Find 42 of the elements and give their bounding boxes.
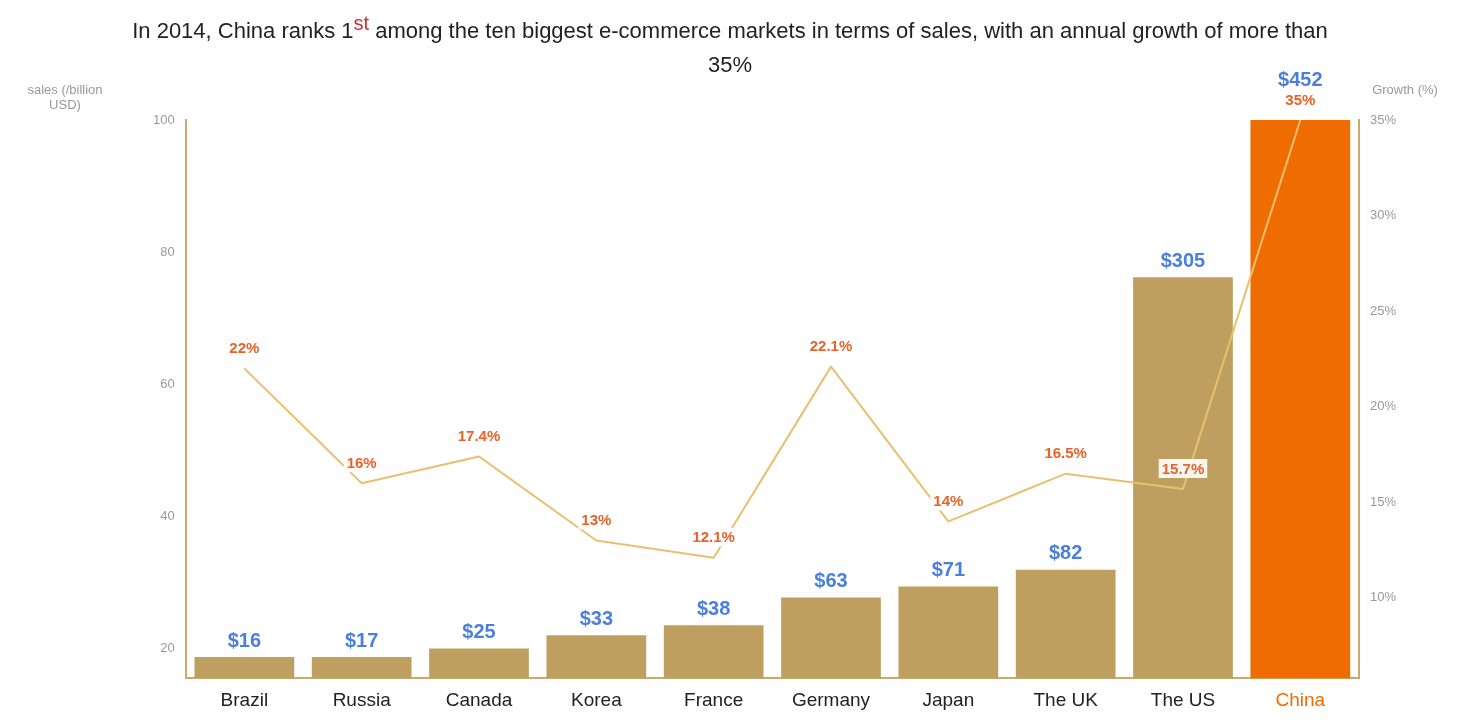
y-tick-label: 80 [160,243,175,259]
data-label: 22.1% [809,337,853,355]
x-tick-label: Korea [570,688,623,710]
y2-tick-label: 35% [1369,111,1397,127]
annotation: $63 [814,569,848,592]
y-axis-title: sales (/billion USD) [26,82,104,112]
data-label: 13% [581,511,612,529]
y2-tick-label: 15% [1369,493,1397,509]
y2-tick-label: 20% [1369,398,1397,414]
x-tick-label: The US [1150,688,1216,710]
annotation: $71 [931,557,966,580]
annotation: $305 [1160,248,1206,271]
annotation: $25 [462,619,496,642]
y-tick-label: 60 [160,375,175,391]
data-label: 35% [1285,90,1316,108]
x-tick-label: Russia [332,688,392,710]
y2-tick-label: 30% [1369,207,1397,223]
y2-tick-label: 10% [1369,589,1397,605]
data-label: 17.4% [457,427,501,445]
y-tick-label: 20 [160,640,175,656]
y-tick-label: 100 [152,111,175,127]
x-tick-label: Germany [791,688,871,710]
data-label: 16% [346,453,377,471]
annotation: $17 [345,628,379,651]
x-tick-label: The UK [1033,688,1099,710]
x-tick-label: China [1275,688,1326,710]
x-tick-label: France [684,688,744,710]
data-label: 15.7% [1161,459,1205,477]
data-label: 14% [933,492,964,510]
x-tick-label: Canada [445,688,513,710]
y2-tick-label: 25% [1369,302,1397,318]
annotation: $82 [1048,541,1083,564]
data-label: 12.1% [692,528,735,546]
x-tick-label: Japan [922,688,975,710]
annotation: $33 [579,606,614,629]
annotation: $16 [227,628,262,651]
x-tick-label: Brazil [220,688,269,710]
annotation: $38 [696,596,731,619]
data-label: 22% [229,339,260,357]
data-label: 16.5% [1044,444,1087,462]
y2-axis-title: Growth (%) [1371,82,1439,97]
y-tick-label: 40 [160,507,175,523]
